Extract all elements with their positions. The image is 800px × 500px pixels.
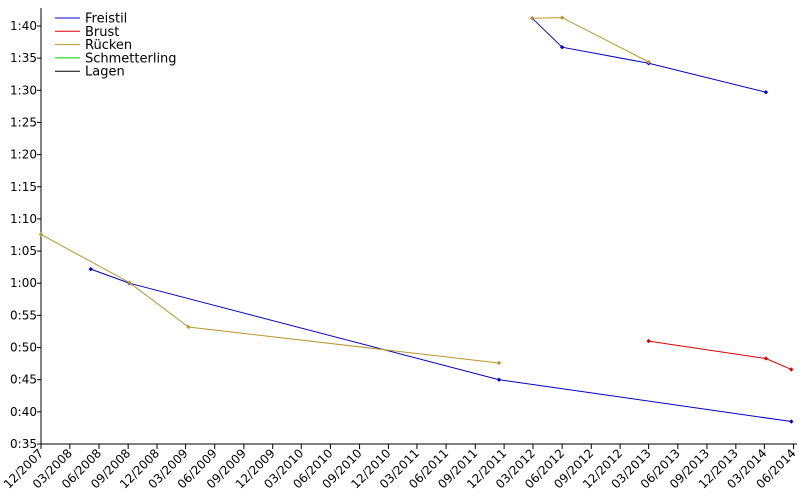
data-point-freistil (496, 377, 502, 382)
y-tick-label: 1:20 (10, 148, 37, 162)
y-tick-label: 0:50 (10, 341, 37, 355)
legend-label: Schmetterling (85, 51, 177, 66)
axes: 0:35 0:40 0:45 0:50 0:55 1:00 1:05 1:10 1:15 1:20… (1, 8, 799, 491)
data-point-rücken (496, 360, 502, 366)
data-point-brust (789, 367, 794, 372)
y-tick-label: 0:35 (10, 437, 37, 451)
data-point-freistil (88, 266, 93, 272)
y-tick-label: 0:45 (10, 373, 37, 387)
legend-label: Rücken (85, 38, 132, 53)
legend-label: Lagen (85, 65, 125, 80)
series-line-rücken (40, 233, 500, 364)
data-point-rücken (38, 232, 44, 237)
data-point-rücken (559, 15, 565, 20)
y-tick-label: 1:00 (10, 276, 37, 290)
data-point-freistil (763, 90, 769, 95)
y-tick-label: 1:30 (10, 83, 37, 97)
data-point-rücken (646, 59, 651, 65)
y-tick-label: 1:10 (10, 212, 37, 226)
data-point-brust (763, 356, 769, 361)
data-point-freistil (559, 45, 565, 50)
y-tick-label: 0:40 (10, 405, 37, 419)
series-line-brust (648, 340, 792, 370)
data-point-rücken (186, 324, 191, 330)
legend-label: Freistil (85, 12, 127, 27)
y-tick-label: 1:40 (10, 19, 37, 33)
y-tick-label: 1:35 (10, 51, 37, 65)
series-line-freistil (531, 17, 767, 93)
data-point-rücken (127, 280, 132, 285)
y-tick-label: 1:25 (10, 115, 37, 129)
series-line-freistil (90, 268, 792, 422)
y-tick-label: 1:05 (10, 244, 37, 258)
data-point-brust (646, 338, 651, 344)
data-point-rücken (530, 16, 535, 21)
y-tick-label: 1:15 (10, 180, 37, 194)
series-line-rücken (532, 17, 649, 63)
data-point-freistil (789, 419, 794, 424)
legend-label: Brust (85, 25, 119, 40)
plot-area (38, 15, 794, 424)
y-tick-label: 0:55 (10, 308, 37, 322)
